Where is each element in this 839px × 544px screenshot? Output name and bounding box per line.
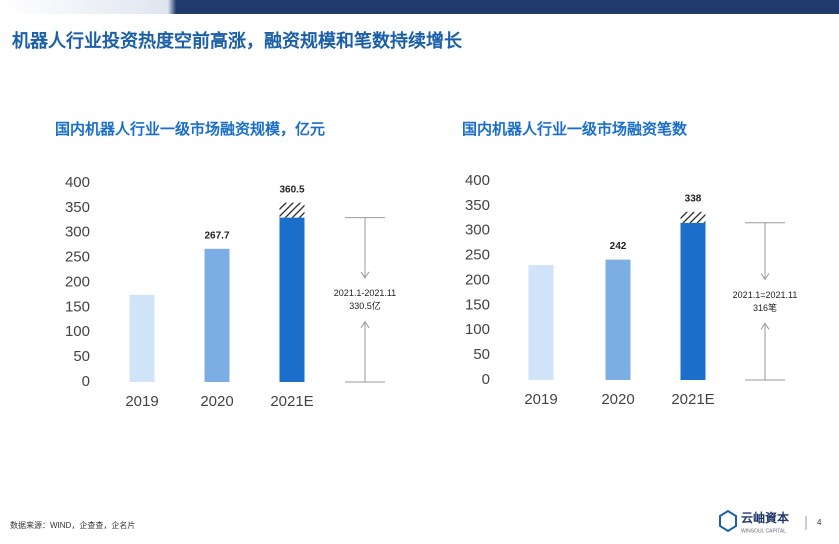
x-tick-label: 2019 [524,391,557,408]
annotation-label: 330.5亿 [349,300,381,311]
y-tick-label: 50 [73,348,90,365]
y-tick-label: 150 [465,296,490,313]
y-tick-label: 350 [465,197,490,214]
logo-icon [719,509,737,533]
bar-hatched [279,202,305,218]
x-tick-label: 2021E [671,391,714,408]
arrow-head [760,322,770,330]
x-tick-label: 2020 [601,391,634,408]
y-tick-label: 200 [465,271,490,288]
arrow-head [360,320,370,329]
y-tick-label: 400 [65,174,90,191]
logo-text: 云岫資本 [741,510,789,525]
y-tick-label: 250 [465,247,490,264]
y-tick-label: 100 [65,323,90,340]
annotation-period: 2021.1-2021.11 [334,288,396,298]
bar [129,294,155,382]
data-label: 338 [685,193,702,204]
y-tick-label: 50 [473,346,490,363]
data-label: 242 [610,241,627,252]
arrow-head [760,273,770,281]
y-tick-label: 0 [82,373,90,390]
y-tick-label: 300 [65,224,90,241]
page-number: 4 [817,518,822,527]
arrow-head [360,271,370,279]
bar [528,265,554,380]
x-tick-label: 2021E [270,393,313,410]
data-label: 360.5 [279,184,304,195]
bar [680,222,706,380]
y-tick-label: 350 [65,199,90,216]
y-tick-label: 0 [482,371,490,388]
banner [0,0,839,14]
data-label: 267.7 [204,230,229,241]
annotation-label: 316笔 [753,302,777,313]
chart-title: 国内机器人行业一级市场融资笔数 [462,120,688,138]
y-tick-label: 100 [465,321,490,338]
annotation-period: 2021.1=2021.11 [733,290,798,300]
x-tick-label: 2019 [125,393,158,410]
x-tick-label: 2020 [200,393,233,410]
bar [279,217,305,382]
chart-title: 国内机器人行业一级市场融资规模，亿元 [55,120,325,138]
y-tick-label: 200 [65,273,90,290]
bar-hatched [680,211,706,223]
slide-title: 机器人行业投资热度空前高涨，融资规模和笔数持续增长 [12,30,463,51]
y-tick-label: 400 [465,172,490,189]
y-tick-label: 250 [65,249,90,266]
bar [605,259,631,380]
bar [204,248,230,382]
y-tick-label: 150 [65,298,90,315]
source-note: 数据来源：WIND，企查查，企名片 [10,520,135,530]
y-tick-label: 300 [465,222,490,239]
logo-subtext: WINSOUL CAPITAL [741,528,786,534]
